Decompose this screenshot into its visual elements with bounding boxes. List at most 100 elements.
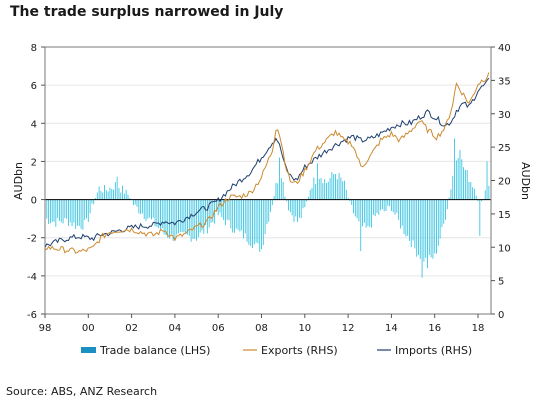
trade-balance-bar — [441, 199, 443, 228]
trade-balance-bar — [374, 199, 376, 217]
trade-balance-bar — [298, 199, 300, 218]
trade-balance-bar — [408, 199, 410, 241]
x-tick-label: 98 — [39, 323, 52, 334]
trade-balance-bar — [437, 199, 439, 246]
trade-balance-bar — [416, 199, 418, 257]
trade-balance-bar — [387, 199, 389, 206]
trade-balance-bar — [127, 194, 129, 200]
trade-balance-bar — [466, 169, 468, 200]
trade-balance-bar — [48, 199, 50, 224]
trade-balance-bar — [371, 199, 373, 228]
trade-balance-bar — [376, 199, 378, 213]
trade-balance-bar — [421, 199, 423, 278]
trade-balance-bar — [473, 188, 475, 200]
trade-balance-bar — [488, 185, 490, 200]
trade-balance-bar — [118, 188, 120, 200]
trade-balance-bar — [219, 199, 221, 213]
trade-balance-bar — [450, 189, 452, 200]
trade-balance-bar — [80, 199, 82, 229]
left-tick-label: -6 — [27, 310, 37, 321]
trade-balance-bar — [55, 199, 57, 227]
trade-balance-bar — [336, 179, 338, 200]
trade-balance-bar — [463, 167, 465, 200]
trade-balance-bar — [243, 199, 244, 239]
trade-balance-bar — [313, 177, 315, 200]
legend-label-trade-balance: Trade balance (LHS) — [99, 344, 210, 357]
trade-balance-bar — [432, 199, 434, 259]
trade-balance-bar — [215, 199, 217, 212]
trade-balance-bar — [273, 196, 275, 200]
trade-balance-bar — [107, 191, 109, 200]
trade-balance-bar — [322, 183, 324, 200]
trade-balance-bar — [163, 199, 165, 235]
x-tick-label: 18 — [472, 323, 485, 334]
right-axis-label: AUDbn — [519, 162, 532, 200]
right-tick-label: 35 — [498, 76, 511, 87]
trade-balance-bar — [445, 199, 446, 220]
trade-balance-bar — [340, 177, 342, 200]
x-tick-label: 00 — [82, 323, 95, 334]
trade-balance-bar — [362, 199, 363, 227]
trade-balance-bar — [414, 199, 416, 249]
trade-balance-bar — [241, 199, 243, 231]
trade-balance-bar — [196, 199, 198, 241]
trade-balance-bar — [331, 172, 333, 200]
trade-balance-bar — [113, 189, 115, 200]
trade-balance-bar — [403, 199, 405, 234]
trade-balance-bar — [141, 199, 143, 214]
trade-balance-bar — [309, 189, 311, 200]
trade-balance-bar — [326, 183, 327, 200]
trade-balance-bar — [347, 197, 349, 200]
trade-balance-bar — [147, 199, 149, 219]
trade-balance-bar — [356, 199, 358, 219]
trade-balance-bar — [136, 199, 138, 207]
trade-balance-bar — [58, 199, 60, 221]
trade-balance-bar — [233, 199, 235, 233]
trade-balance-bar — [394, 199, 396, 215]
trade-balance-bar — [57, 199, 59, 219]
trade-balance-bar — [185, 199, 187, 234]
trade-balance-bar — [345, 189, 347, 200]
trade-balance-bar — [178, 199, 179, 234]
trade-balance-bar — [342, 181, 344, 200]
trade-balance-bar — [454, 138, 456, 200]
trade-balance-bar — [259, 199, 261, 252]
trade-balance-bar — [237, 199, 239, 230]
trade-balance-bar — [329, 178, 331, 200]
trade-balance-bar — [461, 159, 463, 200]
left-axis-label: AUDbn — [12, 162, 25, 200]
trade-balance-bar — [129, 198, 131, 200]
x-tick-label: 06 — [212, 323, 225, 334]
trade-balance-bar — [105, 190, 107, 200]
trade-balance-bar — [452, 175, 454, 200]
trade-balance-bar — [457, 157, 459, 200]
trade-balance-bar — [230, 199, 232, 229]
trade-balance-bar — [49, 199, 51, 224]
right-tick-label: 30 — [498, 110, 511, 121]
trade-balance-bar — [89, 199, 91, 214]
trade-balance-bar — [86, 199, 87, 219]
trade-balance-bar — [354, 199, 356, 217]
trade-balance-bar — [484, 190, 486, 200]
trade-balance-bar — [286, 199, 288, 202]
trade-balance-bar — [208, 199, 210, 228]
legend-label-imports: Imports (RHS) — [395, 344, 472, 357]
x-tick-label: 10 — [298, 323, 311, 334]
trade-balance-bar — [154, 199, 156, 227]
trade-balance-bar — [201, 199, 203, 231]
trade-balance-bar — [472, 187, 474, 200]
trade-balance-bar — [436, 199, 437, 254]
trade-balance-bar — [455, 160, 457, 200]
exports-line — [44, 72, 490, 254]
trade-balance-bar — [248, 199, 250, 245]
trade-balance-bar — [280, 178, 282, 200]
trade-balance-bar — [68, 199, 69, 226]
trade-balance-bar — [418, 199, 419, 256]
trade-balance-bar — [183, 199, 185, 233]
trade-balance-bar — [152, 199, 154, 218]
trade-balance-bar — [96, 192, 98, 200]
trade-balance-bar — [156, 199, 158, 227]
trade-balance-bar — [270, 199, 271, 212]
trade-balance-bar — [427, 199, 428, 269]
